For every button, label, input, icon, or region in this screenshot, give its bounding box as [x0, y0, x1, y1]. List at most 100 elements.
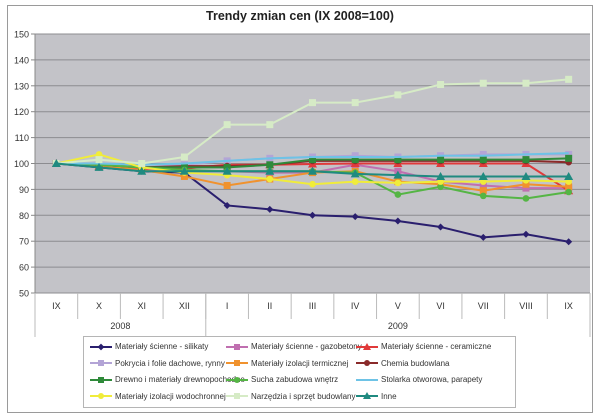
- legend-item: Narzędzia i sprzęt budowlany: [226, 392, 356, 401]
- data-point: [479, 178, 487, 185]
- legend-label: Materiały izolacji wodochronnej: [115, 391, 226, 401]
- legend-label: Stolarka otworowa, parapety: [381, 375, 483, 384]
- x-tick-label: I: [226, 301, 229, 311]
- data-point: [394, 217, 402, 225]
- data-point: [564, 171, 574, 180]
- data-point: [436, 171, 446, 180]
- chart-title: Trendy zmian cen (IX 2008=100): [206, 9, 394, 23]
- x-tick-label: VIII: [519, 301, 533, 311]
- data-point: [394, 156, 402, 164]
- data-point: [394, 191, 402, 198]
- data-point: [522, 195, 530, 202]
- legend-swatch: [226, 376, 248, 384]
- data-point: [393, 170, 403, 179]
- legend-label: Materiały ścienne - ceramiczne: [381, 342, 492, 351]
- legend-swatch: [90, 343, 112, 351]
- legend-swatch: [356, 376, 378, 384]
- legend-item: Materiały ścienne - gazobetony: [226, 342, 362, 351]
- data-point: [137, 166, 147, 175]
- x-tick-label: VII: [478, 301, 489, 311]
- data-point: [265, 166, 275, 175]
- legend-item: Materiały izolacji wodochronnej: [90, 392, 226, 401]
- data-point: [522, 180, 530, 188]
- legend-item: Inne: [356, 392, 397, 401]
- data-point: [437, 223, 445, 231]
- year-label: 2009: [388, 321, 408, 331]
- data-point: [522, 184, 530, 192]
- data-point: [522, 230, 530, 238]
- y-tick-label: 110: [15, 133, 29, 143]
- data-point: [479, 156, 487, 164]
- legend-swatch: [226, 392, 248, 400]
- data-point: [138, 160, 146, 167]
- data-point: [309, 211, 316, 219]
- legend-swatch: [90, 376, 112, 384]
- legend-swatch: [226, 343, 248, 351]
- data-point: [479, 187, 487, 195]
- data-point: [223, 182, 231, 190]
- data-point: [521, 171, 531, 180]
- data-point: [94, 162, 104, 171]
- y-tick-label: 140: [14, 55, 29, 65]
- legend-label: Materiały ścienne - gazobetony: [251, 342, 362, 351]
- series-12: [51, 159, 574, 180]
- data-point: [479, 79, 487, 87]
- legend: Materiały ścienne - silikaty Materiały śc…: [83, 336, 516, 408]
- legend-label: Inne: [381, 391, 397, 401]
- legend-swatch: [356, 359, 378, 367]
- year-label: 2008: [110, 321, 130, 331]
- data-point: [565, 238, 573, 246]
- data-point: [565, 154, 573, 162]
- data-point: [179, 166, 189, 175]
- legend-item: Pokrycia i folie dachowe, rynny: [90, 359, 225, 368]
- legend-item: Stolarka otworowa, parapety: [356, 375, 482, 384]
- data-point: [266, 121, 274, 129]
- x-tick-label: X: [96, 301, 102, 311]
- data-point: [223, 121, 231, 129]
- data-point: [308, 166, 317, 175]
- data-point: [478, 171, 488, 180]
- x-tick-label: III: [309, 301, 317, 311]
- legend-item: Sucha zabudowa wnętrz: [226, 375, 338, 384]
- data-point: [565, 188, 572, 196]
- data-point: [51, 159, 61, 167]
- y-tick-label: 120: [14, 107, 29, 117]
- legend-label: Chemia budowlana: [381, 358, 450, 368]
- legend-swatch: [356, 342, 378, 351]
- x-tick-label: IV: [351, 301, 360, 311]
- y-tick-label: 50: [19, 289, 29, 299]
- data-point: [95, 151, 103, 158]
- data-point: [180, 153, 188, 161]
- data-point: [394, 179, 402, 187]
- data-point: [180, 172, 188, 180]
- legend-label: Sucha zabudowa wnętrz: [251, 375, 339, 384]
- data-point: [222, 166, 232, 175]
- data-point: [309, 180, 316, 188]
- legend-label: Narzędzia i sprzęt budowlany: [251, 391, 356, 401]
- x-tick-label: XII: [179, 301, 190, 311]
- legend-swatch: [356, 392, 378, 400]
- legend-label: Materiały izolacji termicznej: [251, 358, 349, 368]
- data-point: [565, 75, 573, 83]
- data-point: [565, 178, 572, 185]
- data-point: [522, 79, 530, 87]
- data-point: [565, 150, 573, 158]
- data-point: [223, 201, 231, 209]
- y-tick-label: 150: [14, 30, 29, 40]
- y-tick-label: 130: [14, 81, 29, 91]
- data-point: [351, 213, 359, 221]
- x-tick-label: IX: [52, 301, 61, 311]
- data-point: [479, 182, 487, 190]
- x-tick-label: IX: [564, 301, 573, 311]
- data-point: [479, 192, 487, 200]
- y-tick-label: 100: [14, 159, 29, 169]
- legend-item: Drewno i materiały drewnopochodne: [90, 375, 245, 384]
- data-point: [522, 156, 530, 164]
- data-point: [479, 233, 487, 241]
- y-tick-label: 80: [19, 211, 29, 221]
- data-point: [351, 152, 359, 160]
- legend-label: Materiały ścienne - silikaty: [115, 342, 209, 351]
- data-point: [479, 150, 487, 158]
- legend-item: Chemia budowlana: [356, 359, 450, 368]
